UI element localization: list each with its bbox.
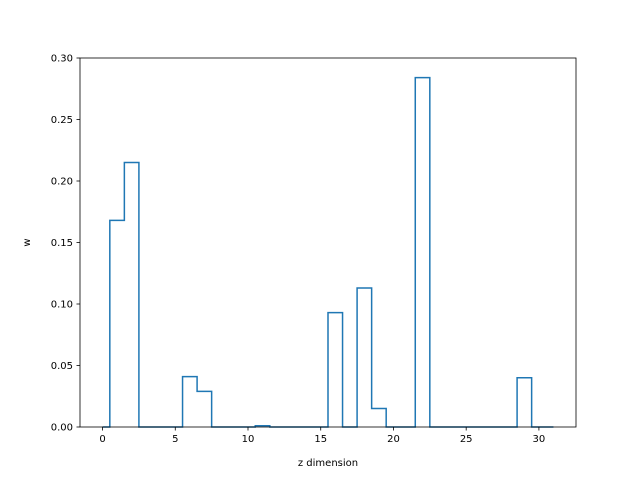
x-axis-ticks: 0 5 10 15 20 25 30 xyxy=(99,427,545,445)
x-tick-label: 20 xyxy=(387,434,400,445)
y-axis-ticks: 0.00 0.05 0.10 0.15 0.20 0.25 0.30 xyxy=(51,54,80,434)
plot-area xyxy=(79,57,577,428)
x-tick-label: 0 xyxy=(99,434,105,445)
y-tick-label: 0.10 xyxy=(51,300,73,311)
y-axis-label: w xyxy=(22,238,33,246)
x-tick-label: 5 xyxy=(172,434,178,445)
y-tick-label: 0.00 xyxy=(51,423,73,434)
x-axis-label: z dimension xyxy=(298,458,358,469)
histogram-step-line xyxy=(102,76,554,428)
y-tick-label: 0.30 xyxy=(51,54,73,65)
y-tick-label: 0.20 xyxy=(51,177,73,188)
x-tick-label: 25 xyxy=(460,434,473,445)
y-tick-label: 0.05 xyxy=(51,361,73,372)
y-tick-label: 0.25 xyxy=(51,115,73,126)
x-tick-label: 10 xyxy=(242,434,255,445)
y-tick-label: 0.15 xyxy=(51,238,73,249)
x-tick-label: 30 xyxy=(533,434,546,445)
x-tick-label: 15 xyxy=(314,434,327,445)
